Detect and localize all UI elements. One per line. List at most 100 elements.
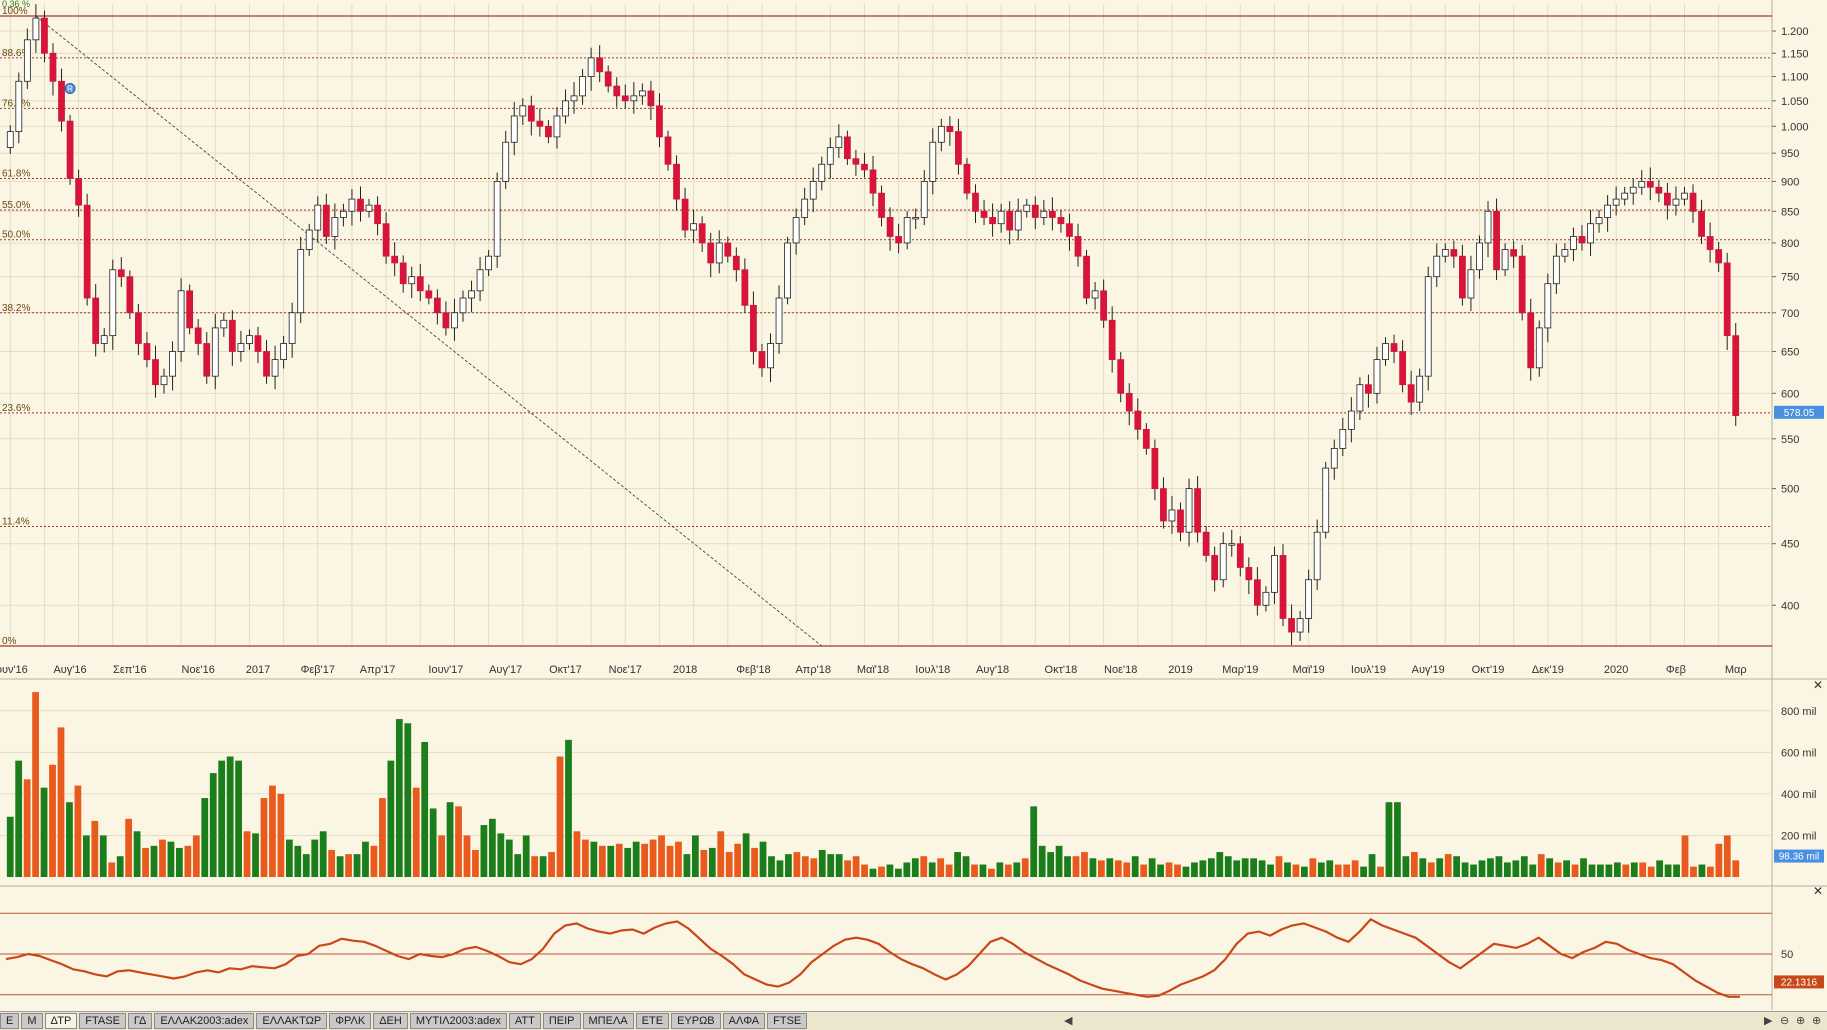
candle-down[interactable]	[1390, 343, 1398, 352]
volume-bar[interactable]	[1715, 843, 1723, 877]
volume-bar[interactable]	[1368, 854, 1376, 877]
candle-up[interactable]	[1040, 210, 1048, 218]
volume-bar[interactable]	[1419, 858, 1427, 877]
volume-bar[interactable]	[1571, 864, 1579, 877]
volume-bar[interactable]	[531, 856, 539, 877]
volume-bar[interactable]	[1191, 862, 1198, 877]
candle-down[interactable]	[126, 276, 134, 314]
symbol-tab[interactable]: FTSE	[767, 1013, 808, 1029]
volume-bar[interactable]	[404, 723, 412, 877]
volume-bar[interactable]	[632, 841, 640, 877]
volume-bar[interactable]	[1597, 864, 1604, 877]
volume-bar[interactable]	[1529, 864, 1537, 877]
volume-bar[interactable]	[395, 719, 403, 877]
volume-bar[interactable]	[590, 841, 598, 877]
candle-up[interactable]	[340, 210, 347, 218]
candle-down[interactable]	[1151, 447, 1159, 490]
candle-down[interactable]	[732, 255, 740, 271]
candle-up[interactable]	[502, 141, 510, 182]
volume-bar[interactable]	[1292, 864, 1300, 877]
volume-bar[interactable]	[1723, 835, 1731, 877]
symbol-tab[interactable]: FTASE	[79, 1013, 126, 1029]
symbol-tab[interactable]: ΜΠΕΛΑ	[582, 1013, 634, 1029]
volume-bar[interactable]	[1580, 858, 1587, 877]
candle-down[interactable]	[1365, 384, 1372, 394]
volume-bar[interactable]	[1216, 852, 1224, 877]
volume-bar[interactable]	[641, 843, 649, 877]
candle-down[interactable]	[41, 17, 48, 54]
volume-bar[interactable]	[1004, 864, 1012, 877]
candle-down[interactable]	[75, 178, 82, 206]
volume-bar[interactable]	[565, 739, 572, 877]
volume-bar[interactable]	[1334, 864, 1342, 877]
volume-bar[interactable]	[336, 856, 344, 877]
candle-up[interactable]	[1296, 618, 1304, 633]
candle-down[interactable]	[1211, 555, 1219, 581]
candle-down[interactable]	[1450, 249, 1458, 257]
candle-down[interactable]	[1723, 262, 1731, 337]
candle-up[interactable]	[1382, 343, 1389, 360]
candle-up[interactable]	[23, 39, 31, 82]
candle-down[interactable]	[322, 204, 330, 237]
candle-down[interactable]	[254, 335, 262, 352]
candle-down[interactable]	[946, 125, 954, 132]
volume-bar[interactable]	[852, 856, 860, 877]
volume-bar[interactable]	[66, 802, 73, 877]
volume-bar[interactable]	[412, 787, 420, 877]
candle-down[interactable]	[980, 210, 988, 218]
volume-bar[interactable]	[844, 860, 852, 877]
candle-down[interactable]	[955, 131, 962, 165]
volume-bar[interactable]	[675, 841, 682, 877]
candle-up[interactable]	[1185, 488, 1193, 533]
scroll-right-icon[interactable]: ▶	[1764, 1014, 1773, 1027]
candle-down[interactable]	[263, 351, 270, 377]
candle-down[interactable]	[1245, 567, 1253, 581]
volume-bar[interactable]	[742, 833, 750, 877]
volume-bar[interactable]	[125, 818, 133, 877]
volume-bar[interactable]	[649, 839, 657, 877]
candle-down[interactable]	[1279, 555, 1287, 619]
volume-bar[interactable]	[463, 835, 471, 877]
candle-down[interactable]	[1288, 618, 1295, 633]
candle-up[interactable]	[1271, 555, 1278, 593]
candle-up[interactable]	[1552, 255, 1560, 285]
volume-bar[interactable]	[1258, 860, 1266, 877]
candle-up[interactable]	[690, 223, 698, 231]
candle-down[interactable]	[83, 204, 91, 299]
candle-down[interactable]	[1194, 488, 1201, 533]
candle-up[interactable]	[929, 141, 937, 182]
volume-bar[interactable]	[1537, 854, 1545, 877]
candle-up[interactable]	[220, 319, 228, 329]
candle-down[interactable]	[382, 223, 390, 257]
volume-bar[interactable]	[751, 847, 758, 877]
candle-down[interactable]	[1125, 392, 1133, 412]
volume-bar[interactable]	[582, 839, 589, 877]
volume-bar[interactable]	[82, 835, 90, 877]
candle-down[interactable]	[1006, 210, 1014, 231]
volume-bar[interactable]	[1630, 862, 1638, 877]
volume-bar[interactable]	[894, 868, 902, 877]
candle-down[interactable]	[442, 312, 450, 329]
volume-bar[interactable]	[1326, 860, 1334, 877]
candle-up[interactable]	[1262, 591, 1270, 606]
volume-bar[interactable]	[979, 864, 987, 877]
candle-up[interactable]	[1347, 410, 1355, 430]
candle-down[interactable]	[194, 327, 202, 344]
candle-down[interactable]	[66, 120, 74, 179]
volume-bar[interactable]	[1301, 866, 1308, 877]
candle-down[interactable]	[135, 312, 142, 344]
candle-down[interactable]	[1117, 359, 1125, 394]
volume-bar[interactable]	[785, 854, 792, 877]
volume-bar[interactable]	[226, 756, 234, 877]
candle-up[interactable]	[1587, 223, 1594, 244]
symbol-tab[interactable]: ΕΛΛΑΚΤΩΡ	[256, 1013, 328, 1029]
volume-bar[interactable]	[539, 856, 547, 877]
volume-bar[interactable]	[319, 831, 327, 877]
candle-down[interactable]	[843, 136, 851, 160]
volume-bar[interactable]	[1470, 864, 1477, 877]
candle-down[interactable]	[1100, 290, 1108, 321]
candle-up[interactable]	[1416, 375, 1424, 403]
candle-up[interactable]	[365, 204, 373, 212]
candle-down[interactable]	[1706, 236, 1714, 250]
volume-bar[interactable]	[1081, 852, 1088, 877]
